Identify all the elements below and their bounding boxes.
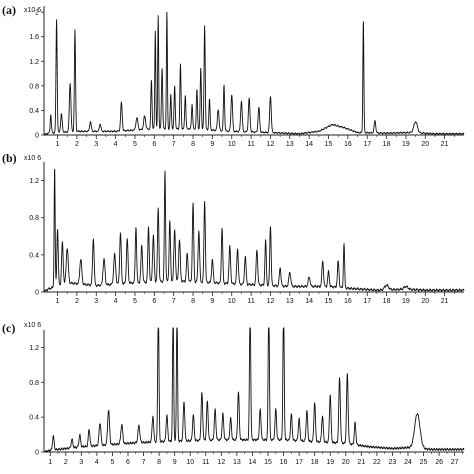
x-tick-label-b: 3 xyxy=(94,298,98,305)
x-tick-label-b: 9 xyxy=(210,298,214,305)
x-tick-label-c: 12 xyxy=(217,459,225,466)
x-tick-label-a: 12 xyxy=(267,141,275,148)
x-tick-label-a: 21 xyxy=(441,141,449,148)
x-tick-label-c: 13 xyxy=(233,459,241,466)
x-tick-label-a: 4 xyxy=(114,141,118,148)
x-tick-label-b: 21 xyxy=(441,298,449,305)
chromatogram-trace-a xyxy=(43,11,465,136)
x-tick-label-a: 7 xyxy=(172,141,176,148)
x-tick-label-c: 5 xyxy=(110,459,114,466)
x-tick-label-c: 27 xyxy=(451,459,459,466)
x-tick-label-b: 2 xyxy=(75,298,79,305)
x-tick-label-c: 24 xyxy=(404,459,412,466)
x-tick-label-a: 2 xyxy=(75,141,79,148)
x-tick-label-b: 20 xyxy=(421,298,429,305)
x-tick-label-b: 12 xyxy=(267,298,275,305)
panel-label-c: (c) xyxy=(2,321,15,335)
x-tick-label-c: 6 xyxy=(126,459,130,466)
scale-label-c: x10 6 xyxy=(24,322,41,329)
x-tick-label-c: 8 xyxy=(157,459,161,466)
x-tick-label-c: 17 xyxy=(295,459,303,466)
x-tick-label-c: 21 xyxy=(357,459,365,466)
x-tick-label-b: 11 xyxy=(247,298,254,305)
y-tick-label-a: 0.8 xyxy=(29,83,39,90)
x-tick-label-c: 18 xyxy=(311,459,319,466)
x-tick-label-c: 15 xyxy=(264,459,272,466)
x-tick-label-a: 6 xyxy=(152,141,156,148)
y-tick-label-c: 0 xyxy=(35,450,39,457)
y-tick-label-c: 0.4 xyxy=(29,415,39,422)
chromatogram-trace-c xyxy=(43,327,465,453)
x-tick-label-a: 5 xyxy=(133,141,137,148)
x-tick-label-b: 14 xyxy=(305,298,313,305)
panel-label-a: (a) xyxy=(2,3,16,17)
x-tick-label-a: 14 xyxy=(305,141,313,148)
x-tick-label-c: 1 xyxy=(48,459,52,466)
x-tick-label-a: 16 xyxy=(344,141,352,148)
x-tick-label-c: 10 xyxy=(186,459,194,466)
x-tick-label-b: 19 xyxy=(402,298,410,305)
y-tick-label-b: 1.2 xyxy=(29,178,39,185)
x-tick-label-a: 8 xyxy=(191,141,195,148)
x-tick-label-c: 22 xyxy=(373,459,381,466)
x-tick-label-c: 16 xyxy=(280,459,288,466)
x-tick-label-b: 17 xyxy=(363,298,371,305)
x-tick-label-c: 19 xyxy=(326,459,334,466)
x-tick-label-c: 14 xyxy=(249,459,257,466)
x-tick-label-c: 3 xyxy=(79,459,83,466)
x-tick-label-c: 23 xyxy=(389,459,397,466)
x-tick-label-a: 15 xyxy=(325,141,333,148)
x-tick-label-b: 16 xyxy=(344,298,352,305)
x-tick-label-c: 26 xyxy=(435,459,443,466)
x-tick-label-b: 15 xyxy=(325,298,333,305)
y-tick-label-a: 0.4 xyxy=(29,108,39,115)
x-tick-label-a: 17 xyxy=(363,141,371,148)
x-tick-label-a: 18 xyxy=(383,141,391,148)
x-tick-label-b: 1 xyxy=(56,298,60,305)
x-tick-label-c: 4 xyxy=(95,459,99,466)
chromatogram-trace-b xyxy=(43,168,465,293)
x-tick-label-a: 11 xyxy=(247,141,254,148)
x-tick-label-a: 19 xyxy=(402,141,410,148)
panel-b: (b) x10 6 00.40.81.21 2 3 4 5 6 7 8 9 10 11 12 13 14 1… xyxy=(2,151,465,305)
x-tick-label-b: 13 xyxy=(286,298,294,305)
x-tick-label-a: 3 xyxy=(94,141,98,148)
x-tick-label-c: 2 xyxy=(64,459,68,466)
x-tick-label-a: 1 xyxy=(56,141,60,148)
scale-label-b: x10 6 xyxy=(24,155,41,162)
y-tick-label-c: 0.8 xyxy=(29,380,39,387)
panel-c: (c) x10 6 00.40.81.21 2 3 4 5 6 7 8 9 10 11 12 13 14 1… xyxy=(2,321,465,466)
scale-label-a: x10 6 xyxy=(24,7,41,14)
x-tick-label-a: 20 xyxy=(421,141,429,148)
x-tick-label-c: 7 xyxy=(142,459,146,466)
x-tick-label-b: 10 xyxy=(228,298,236,305)
y-tick-label-a: 1.2 xyxy=(29,59,39,66)
x-tick-label-b: 8 xyxy=(191,298,195,305)
y-tick-label-b: 0 xyxy=(35,290,39,297)
y-tick-label-a: 1.6 xyxy=(29,34,39,41)
x-tick-label-a: 10 xyxy=(228,141,236,148)
x-tick-label-c: 25 xyxy=(420,459,428,466)
x-tick-label-b: 18 xyxy=(383,298,391,305)
panel-a: (a) x10 6 00.40.81.21.621 2 3 4 5 6 7 8 9 10 11 12 1… xyxy=(2,3,465,148)
x-tick-label-a: 13 xyxy=(286,141,294,148)
panel-label-b: (b) xyxy=(2,151,17,165)
x-tick-label-c: 9 xyxy=(173,459,177,466)
y-tick-label-b: 0.8 xyxy=(29,215,39,222)
x-tick-label-c: 11 xyxy=(202,459,209,466)
x-tick-label-b: 6 xyxy=(152,298,156,305)
y-tick-label-a: 2 xyxy=(35,10,39,17)
x-tick-label-c: 20 xyxy=(342,459,350,466)
x-tick-label-b: 5 xyxy=(133,298,137,305)
y-tick-label-b: 0.4 xyxy=(29,252,39,259)
x-tick-label-b: 7 xyxy=(172,298,176,305)
y-tick-label-c: 1.2 xyxy=(29,345,39,352)
x-tick-label-b: 4 xyxy=(114,298,118,305)
y-tick-label-a: 0 xyxy=(35,133,39,140)
x-tick-label-a: 9 xyxy=(210,141,214,148)
